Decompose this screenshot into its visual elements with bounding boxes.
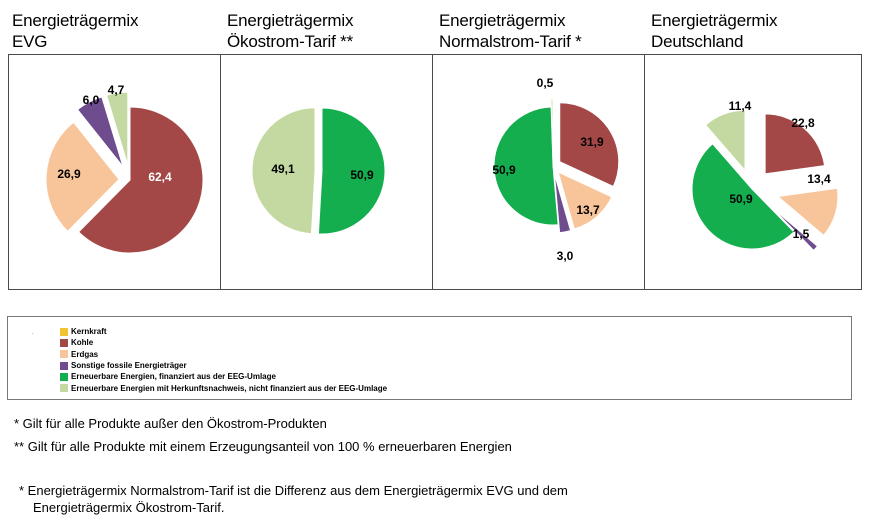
legend-swatch xyxy=(60,361,68,370)
pie-slice-erdgas xyxy=(557,171,613,230)
chart-title-line: Energieträgermix xyxy=(12,11,139,30)
pie-slice-eeg xyxy=(317,107,386,235)
footnote-normalstrom-line1: * Energieträgermix Normalstrom-Tarif ist… xyxy=(19,483,568,498)
pie-slice-sonstige xyxy=(76,96,124,168)
legend-swatch xyxy=(60,327,68,336)
chart-title-evg: Energieträgermix EVG xyxy=(12,10,138,52)
legend-swatch xyxy=(60,372,68,381)
pie-chart-deutschland: 22,8 13,4 1,5 50,9 11,4 xyxy=(691,99,839,252)
chart-title-line: EVG xyxy=(12,32,48,51)
chart-title-line: Energieträgermix xyxy=(227,11,354,30)
legend-label: Sonstige fossile Energieträger xyxy=(71,361,187,371)
pie-slice-sonstige xyxy=(771,207,819,252)
legend-label: Erneuerbare Energien, finanziert aus der… xyxy=(71,372,276,382)
chart-title-normalstrom: Energieträgermix Normalstrom-Tarif * xyxy=(439,10,582,52)
legend-label: Erneuerbare Energien mit Herkunftsnachwe… xyxy=(71,383,388,393)
pie-slice-herkunft xyxy=(704,109,746,172)
data-label-eeg: 50,9 xyxy=(350,168,374,182)
legend: . Kernkraft Kohle Erdgas Sonstige fossil… xyxy=(7,316,852,400)
chart-title-oekostrom: Energieträgermix Ökostrom-Tarif ** xyxy=(227,10,353,52)
data-label-erdgas: 13,4 xyxy=(807,172,831,186)
pie-slice-kohle xyxy=(77,106,204,254)
data-label-herkunft: 11,4 xyxy=(729,99,752,113)
legend-item-kernkraft: Kernkraft xyxy=(60,326,387,337)
data-label-eeg: 50,9 xyxy=(492,163,516,177)
pie-slice-erdgas xyxy=(45,121,120,233)
data-label-erdgas: 26,9 xyxy=(57,167,81,181)
pie-slice-eeg xyxy=(691,143,795,250)
data-label-herkunft: 4,7 xyxy=(108,83,125,97)
chart-title-line: Energieträgermix xyxy=(439,11,566,30)
pie-slice-herkunft xyxy=(105,91,129,166)
legend-swatch xyxy=(60,350,68,359)
legend-list: Kernkraft Kohle Erdgas Sonstige fossile … xyxy=(60,326,387,394)
legend-mark: . xyxy=(32,330,34,336)
chart-title-line: Normalstrom-Tarif * xyxy=(439,32,582,51)
data-label-herkunft: 49,1 xyxy=(271,162,295,176)
footnote-normalstrom-line2: Energieträgermix Ökostrom-Tarif. xyxy=(33,500,225,515)
legend-label: Kernkraft xyxy=(71,327,107,337)
pie-slice-eeg xyxy=(493,106,559,226)
pie-chart-evg: 62,4 26,9 6,0 4,7 xyxy=(45,83,204,254)
legend-swatch xyxy=(60,384,68,393)
data-label-eeg: 50,9 xyxy=(729,192,753,206)
legend-item-erdgas: Erdgas xyxy=(60,349,387,360)
footnote-double-star: ** Gilt für alle Produkte mit einem Erze… xyxy=(14,439,512,454)
pie-slice-erdgas xyxy=(776,187,839,237)
data-label-sonstige: 1,5 xyxy=(793,227,810,241)
chart-title-deutschland: Energieträgermix Deutschland xyxy=(651,10,777,52)
legend-item-herkunft: Erneuerbare Energien mit Herkunftsnachwe… xyxy=(60,382,387,393)
legend-item-eeg: Erneuerbare Energien, finanziert aus der… xyxy=(60,371,387,382)
pie-slice-kohle xyxy=(764,113,826,175)
pie-slice-sonstige xyxy=(553,173,572,234)
legend-label: Kohle xyxy=(71,338,94,348)
pie-slice-herkunft xyxy=(550,98,554,159)
chart-title-line: Deutschland xyxy=(651,32,744,51)
data-label-kohle: 62,4 xyxy=(148,170,172,184)
data-label-kohle: 22,8 xyxy=(791,116,815,130)
pie-chart-oekostrom: 50,9 49,1 xyxy=(251,107,386,235)
data-label-herkunft: 0,5 xyxy=(537,76,554,90)
data-label-sonstige: 3,0 xyxy=(557,249,574,263)
chart-panel-deutschland xyxy=(644,54,862,290)
legend-swatch xyxy=(60,338,68,347)
chart-title-line: Energieträgermix xyxy=(651,11,778,30)
data-label-kohle: 31,9 xyxy=(580,135,604,149)
pie-slice-herkunft xyxy=(251,107,316,235)
pie-slice-kohle xyxy=(559,102,620,188)
chart-title-line: Ökostrom-Tarif ** xyxy=(227,32,354,51)
data-label-sonstige: 6,0 xyxy=(83,93,100,107)
legend-item-sonstige: Sonstige fossile Energieträger xyxy=(60,360,387,371)
legend-label: Erdgas xyxy=(71,349,99,359)
pie-chart-normalstrom: 31,9 13,7 3,0 50,9 0,5 xyxy=(492,76,620,263)
legend-item-kohle: Kohle xyxy=(60,337,387,348)
data-label-erdgas: 13,7 xyxy=(576,203,600,217)
footnote-single-star: * Gilt für alle Produkte außer den Ökost… xyxy=(14,416,327,431)
